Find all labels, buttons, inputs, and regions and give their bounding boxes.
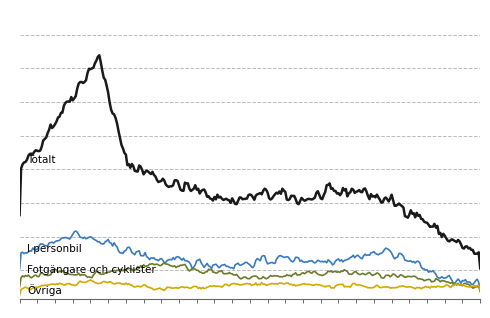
Text: Totalt: Totalt bbox=[27, 155, 55, 165]
Text: I personbil: I personbil bbox=[27, 244, 82, 254]
Text: Övriga: Övriga bbox=[27, 284, 62, 295]
Text: Fotgängare och cyklister: Fotgängare och cyklister bbox=[27, 265, 156, 275]
